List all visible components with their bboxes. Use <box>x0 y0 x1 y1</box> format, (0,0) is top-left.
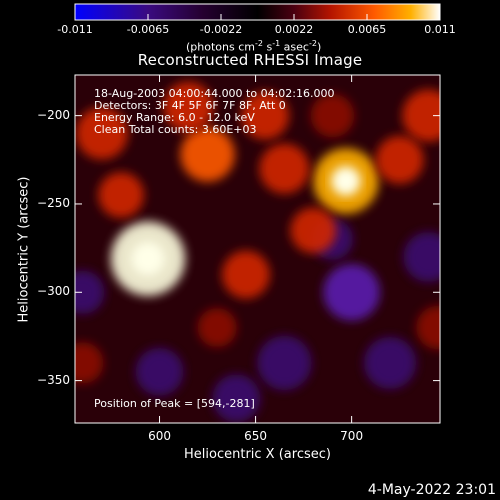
info-line: 18-Aug-2003 04:00:44.000 to 04:02:16.000 <box>94 87 335 100</box>
emission-source <box>75 342 104 384</box>
colorbar-tick-label: -0.0065 <box>126 23 170 36</box>
emission-core <box>131 242 165 276</box>
units-mid1: s <box>262 40 273 54</box>
y-tick-label: −300 <box>37 284 70 299</box>
plot-title: Reconstructed RHESSI Image <box>137 51 363 69</box>
y-tick-label: −250 <box>37 195 70 210</box>
y-tick-label: −350 <box>37 372 70 387</box>
emission-source <box>197 308 237 348</box>
negative-region <box>135 347 184 396</box>
units-exp2: -1 <box>272 39 281 48</box>
info-line: Detectors: 3F 4F 5F 6F 7F 8F, Att 0 <box>94 99 286 112</box>
x-tick-label: 700 <box>340 429 364 443</box>
emission-source <box>241 91 290 140</box>
info-line: Clean Total counts: 3.60E+03 <box>94 123 257 136</box>
colorbar <box>74 3 441 21</box>
emission-source <box>163 81 214 132</box>
heatmap-image <box>75 81 440 423</box>
x-tick-label: 600 <box>148 429 171 443</box>
negative-region <box>323 263 380 321</box>
colorbar-tick-label: -0.011 <box>57 23 93 36</box>
info-line: Energy Range: 6.0 - 12.0 keV <box>94 111 255 124</box>
emission-source <box>375 135 424 184</box>
units-mid2: asec <box>280 40 309 54</box>
info-annotation: 18-Aug-2003 04:00:44.000 to 04:02:16.000… <box>94 88 335 136</box>
emission-source <box>416 305 440 350</box>
colorbar-tick-label: 0.0022 <box>274 23 314 36</box>
negative-region <box>75 270 105 314</box>
units-suffix: ) <box>316 40 322 54</box>
x-tick-label: 650 <box>244 429 268 443</box>
emission-source <box>222 250 270 299</box>
units-prefix: (photons cm <box>186 40 255 54</box>
y-tick-label: −200 <box>37 107 70 122</box>
x-axis-title: Heliocentric X (arcsec) <box>184 447 331 462</box>
axis-ticks <box>75 75 440 423</box>
colorbar-tick-label: 0.0065 <box>347 23 387 36</box>
emission-source <box>290 207 337 254</box>
emission-source <box>180 127 235 182</box>
negative-region <box>212 374 261 423</box>
negative-region <box>403 231 440 282</box>
colorbar-units: (photons cm-2 s-1 asec-2) <box>186 37 321 54</box>
colorbar-tick-label: -0.0022 <box>199 23 243 36</box>
negative-region <box>363 336 417 390</box>
emission-source <box>402 89 440 142</box>
units-exp3: -2 <box>308 39 317 48</box>
emission-source <box>310 93 355 138</box>
plot-frame <box>74 74 441 424</box>
colorbar-tick-label: 0.011 <box>424 23 456 36</box>
emission-core <box>331 166 361 196</box>
emission-source <box>75 107 128 160</box>
colorbar-gradient <box>74 3 441 21</box>
negative-region <box>257 335 312 391</box>
timestamp: 4-May-2022 23:01 <box>367 482 496 498</box>
y-axis-title: Heliocentric Y (arcsec) <box>16 176 32 323</box>
colorbar-ticks <box>74 14 441 20</box>
peak-position-text: Position of Peak = [594,-281] <box>94 397 255 410</box>
emission-source <box>98 172 144 218</box>
units-exp1: -2 <box>254 39 263 48</box>
emission-source <box>259 143 310 194</box>
